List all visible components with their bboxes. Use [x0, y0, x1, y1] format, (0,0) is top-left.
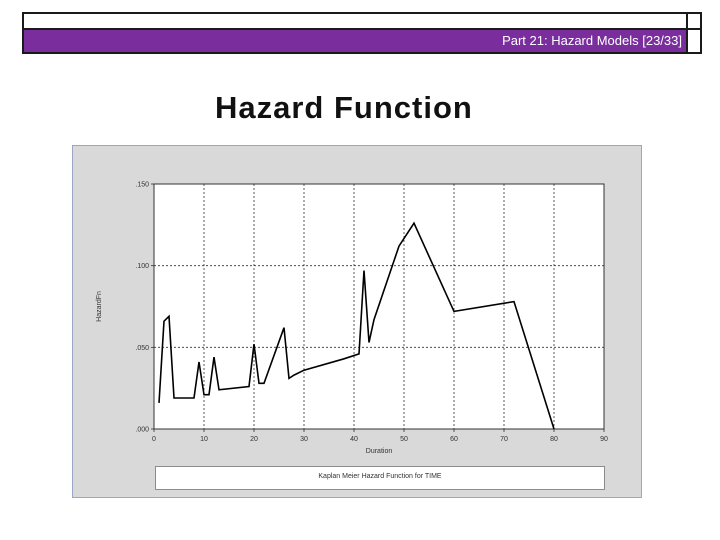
- x-tick-label: 0: [152, 436, 156, 443]
- y-axis-label: HazardFn: [96, 291, 103, 322]
- x-tick-label: 80: [550, 436, 558, 443]
- x-tick-label: 10: [200, 436, 208, 443]
- y-tick-label: .150: [135, 182, 149, 189]
- x-tick-label: 60: [450, 436, 458, 443]
- x-tick-label: 30: [300, 436, 308, 443]
- legend-text: Kaplan Meier Hazard Function for TIME: [318, 473, 442, 480]
- chart-panel: 0 10 20 30 40 50 60 70 80 90 .000 .050 .100 .150 Durat…: [72, 145, 642, 498]
- x-axis-label: Duration: [366, 448, 393, 455]
- x-tick-label: 90: [600, 436, 608, 443]
- x-tick-label: 40: [350, 436, 358, 443]
- y-tick-label: .000: [135, 427, 149, 434]
- hazard-chart: 0 10 20 30 40 50 60 70 80 90 .000 .050 .100 .150 Durat…: [96, 182, 608, 456]
- x-tick-label: 70: [500, 436, 508, 443]
- slide-label: Part 21: Hazard Models [23/33]: [502, 33, 682, 48]
- x-tick-label: 20: [250, 436, 258, 443]
- legend: Kaplan Meier Hazard Function for TIME: [155, 466, 605, 490]
- top-strip: [22, 12, 688, 30]
- y-tick-label: .100: [135, 263, 149, 270]
- y-tick-label: .050: [135, 345, 149, 352]
- corner-box-top: [688, 12, 702, 30]
- header-bar: Part 21: Hazard Models [23/33]: [22, 30, 688, 54]
- corner-box-bottom: [688, 30, 702, 54]
- page-title: Hazard Function: [215, 90, 473, 125]
- hazard-series-line: [158, 221, 555, 430]
- x-tick-label: 50: [400, 436, 408, 443]
